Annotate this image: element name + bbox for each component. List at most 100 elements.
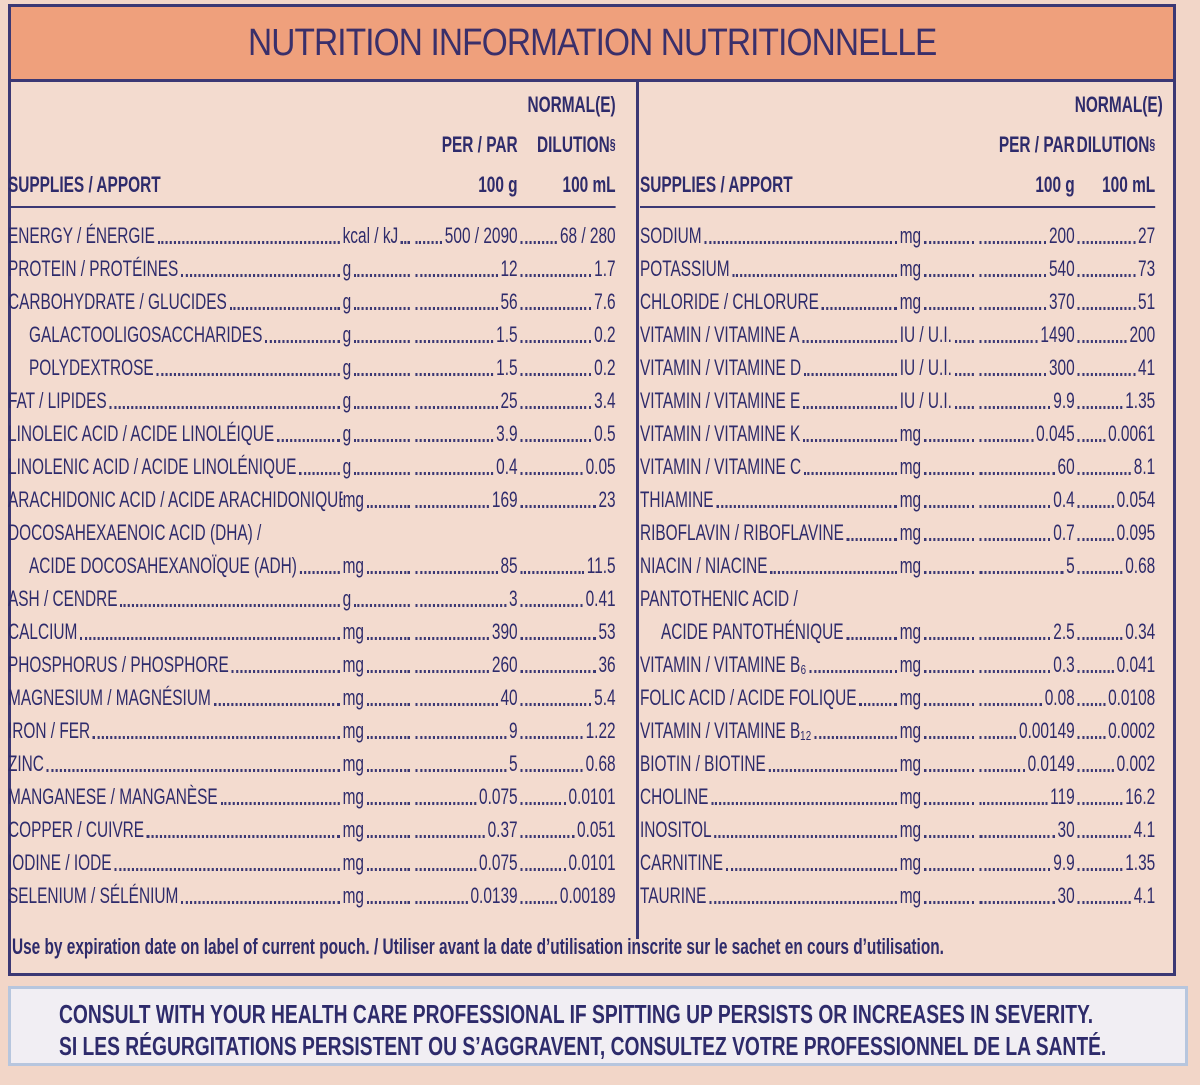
unit-cell: g: [343, 421, 413, 447]
per-cell: 12: [413, 256, 518, 282]
leader-dots: [846, 538, 897, 541]
leader-dots: [923, 769, 974, 772]
name-cell: ACIDE PANTOTHÉNIQUE: [640, 619, 900, 645]
nutrient-name: CHOLINE: [640, 784, 709, 809]
leader-dots: [353, 406, 410, 409]
leader-dots: [415, 802, 477, 805]
dilution-header: DILUTION§: [1075, 130, 1156, 160]
per-cell: 540: [977, 256, 1075, 282]
unit: mg: [342, 685, 364, 710]
dilution-unit-header: 100 mL: [1102, 172, 1156, 197]
dilution-value: 0.095: [1116, 520, 1156, 545]
leader-dots: [809, 670, 897, 673]
per-cell: 85: [413, 553, 518, 579]
unit: mg: [899, 487, 922, 512]
leader-dots: [520, 274, 592, 277]
nutrient-row: RIBOFLAVIN / RIBOFLAVINE mg 0.7 0.095: [640, 513, 1155, 546]
unit: mg: [899, 256, 922, 281]
dilution-value: 11.5: [586, 553, 616, 578]
nutrient-row: FAT / LIPIDES g 25 3.4: [8, 381, 616, 414]
leader-dots: [859, 703, 897, 706]
unit-cell: mg: [900, 553, 977, 579]
nutrient-row: ENERGY / ÉNERGIE kcal / kJ 500 / 2090 68 / …: [8, 216, 616, 249]
name-cell: ARACHIDONIC ACID / ACIDE ARACHIDONIQUE: [8, 487, 343, 513]
dilution-value: 41: [1138, 355, 1156, 380]
nutrient-row: POTASSIUM mg 540 73: [640, 249, 1155, 282]
nutrient-row: THIAMINE mg 0.4 0.054: [640, 480, 1155, 513]
unit-cell: mg: [900, 817, 977, 843]
nutrient-row: PHOSPHORUS / PHOSPHORE mg 260 36: [8, 645, 616, 678]
leader-dots: [415, 307, 498, 310]
name-cell: INOSITOL: [640, 817, 900, 843]
per-value: 0.3: [1053, 652, 1075, 677]
per-cell: 0.08: [977, 685, 1075, 711]
per-value: 1.5: [496, 355, 518, 380]
nutrient-row: SELENIUM / SÉLÉNIUM mg 0.0139 0.00189: [8, 876, 616, 909]
leader-dots: [803, 472, 897, 475]
unit: mg: [899, 520, 922, 545]
per-value: 0.4: [1053, 487, 1075, 512]
dilution-value: 0.051: [577, 817, 616, 842]
nutrient-name: GALACTOOLIGOSACCHARIDES: [29, 322, 263, 347]
per-cell: 1490: [977, 322, 1075, 348]
dilution-value: 0.2: [594, 322, 616, 347]
leader-dots: [120, 604, 340, 607]
name-cell: ACIDE DOCOSAHEXANOÏQUE (ADH): [8, 553, 343, 579]
dilution-value: 4.1: [1133, 883, 1156, 908]
nutrient-name: MAGNESIUM / MAGNÉSIUM: [8, 685, 211, 710]
name-cell: GALACTOOLIGOSACCHARIDES: [8, 322, 343, 348]
leader-dots: [923, 802, 974, 805]
nutrient-name: PANTOTHENIC ACID /: [640, 586, 798, 611]
leader-dots: [181, 274, 340, 277]
dilution-cell: 0.0101: [518, 784, 616, 810]
per-value: 5: [1066, 553, 1075, 578]
unit-cell: IU / U.I.: [900, 388, 977, 414]
nutrient-name: IODINE / IODE: [8, 850, 112, 875]
name-cell: RIBOFLAVIN / RIBOFLAVINE: [640, 520, 900, 546]
unit: mg: [899, 718, 922, 743]
unit-cell: mg: [900, 421, 977, 447]
unit: g: [342, 256, 352, 281]
leader-dots: [353, 307, 410, 310]
unit-cell: mg: [343, 784, 413, 810]
dilution-cell: 0.68: [1075, 553, 1155, 579]
leader-dots: [520, 406, 592, 409]
unit: kcal / kJ: [342, 223, 399, 248]
unit: mg: [342, 850, 364, 875]
nutrient-name: NIACIN / NIACINE: [640, 553, 768, 578]
unit-cell: mg: [900, 454, 977, 480]
unit: g: [342, 586, 352, 611]
leader-dots: [1077, 340, 1127, 343]
leader-dots: [714, 835, 897, 838]
name-cell: POTASSIUM: [640, 256, 900, 282]
leader-dots: [711, 802, 897, 805]
per-value: 0.075: [479, 850, 518, 875]
dilution-cell: 0.68: [518, 751, 616, 777]
name-cell: THIAMINE: [640, 487, 900, 513]
per-cell: 0.0139: [413, 883, 518, 909]
nutrient-row: VITAMIN / VITAMINE A IU / U.I. 1490 200: [640, 315, 1155, 348]
dilution-cell: 0.2: [518, 322, 616, 348]
leader-dots: [415, 373, 494, 376]
leader-dots: [520, 340, 592, 343]
unit: IU / U.I.: [899, 355, 952, 380]
nutrient-name: TAURINE: [640, 883, 707, 908]
dilution-value: 0.05: [585, 454, 616, 479]
per-cell: 3: [413, 586, 518, 612]
leader-dots: [299, 472, 340, 475]
panel: SUPPLIES / APPORT PER / PAR 100 g NORMAL(E)…: [8, 80, 616, 909]
per-cell: 9: [413, 718, 518, 744]
dilution-value: 0.041: [1116, 652, 1156, 677]
unit: mg: [899, 223, 922, 248]
leader-dots: [46, 769, 340, 772]
dilution-cell: 0.0061: [1075, 421, 1155, 447]
leader-dots: [220, 802, 340, 805]
unit-cell: mg: [900, 487, 977, 513]
column-header: SUPPLIES / APPORT PER / PAR 100 g NORMAL(E)…: [640, 80, 1163, 208]
unit-cell: g: [343, 388, 413, 414]
unit-cell: mg: [900, 256, 977, 282]
nutrient-name: SELENIUM / SÉLÉNIUM: [8, 883, 179, 908]
unit: mg: [342, 817, 364, 842]
leader-dots: [156, 373, 340, 376]
panel: SUPPLIES / APPORT PER / PAR 100 g NORMAL(E)…: [640, 80, 1163, 909]
